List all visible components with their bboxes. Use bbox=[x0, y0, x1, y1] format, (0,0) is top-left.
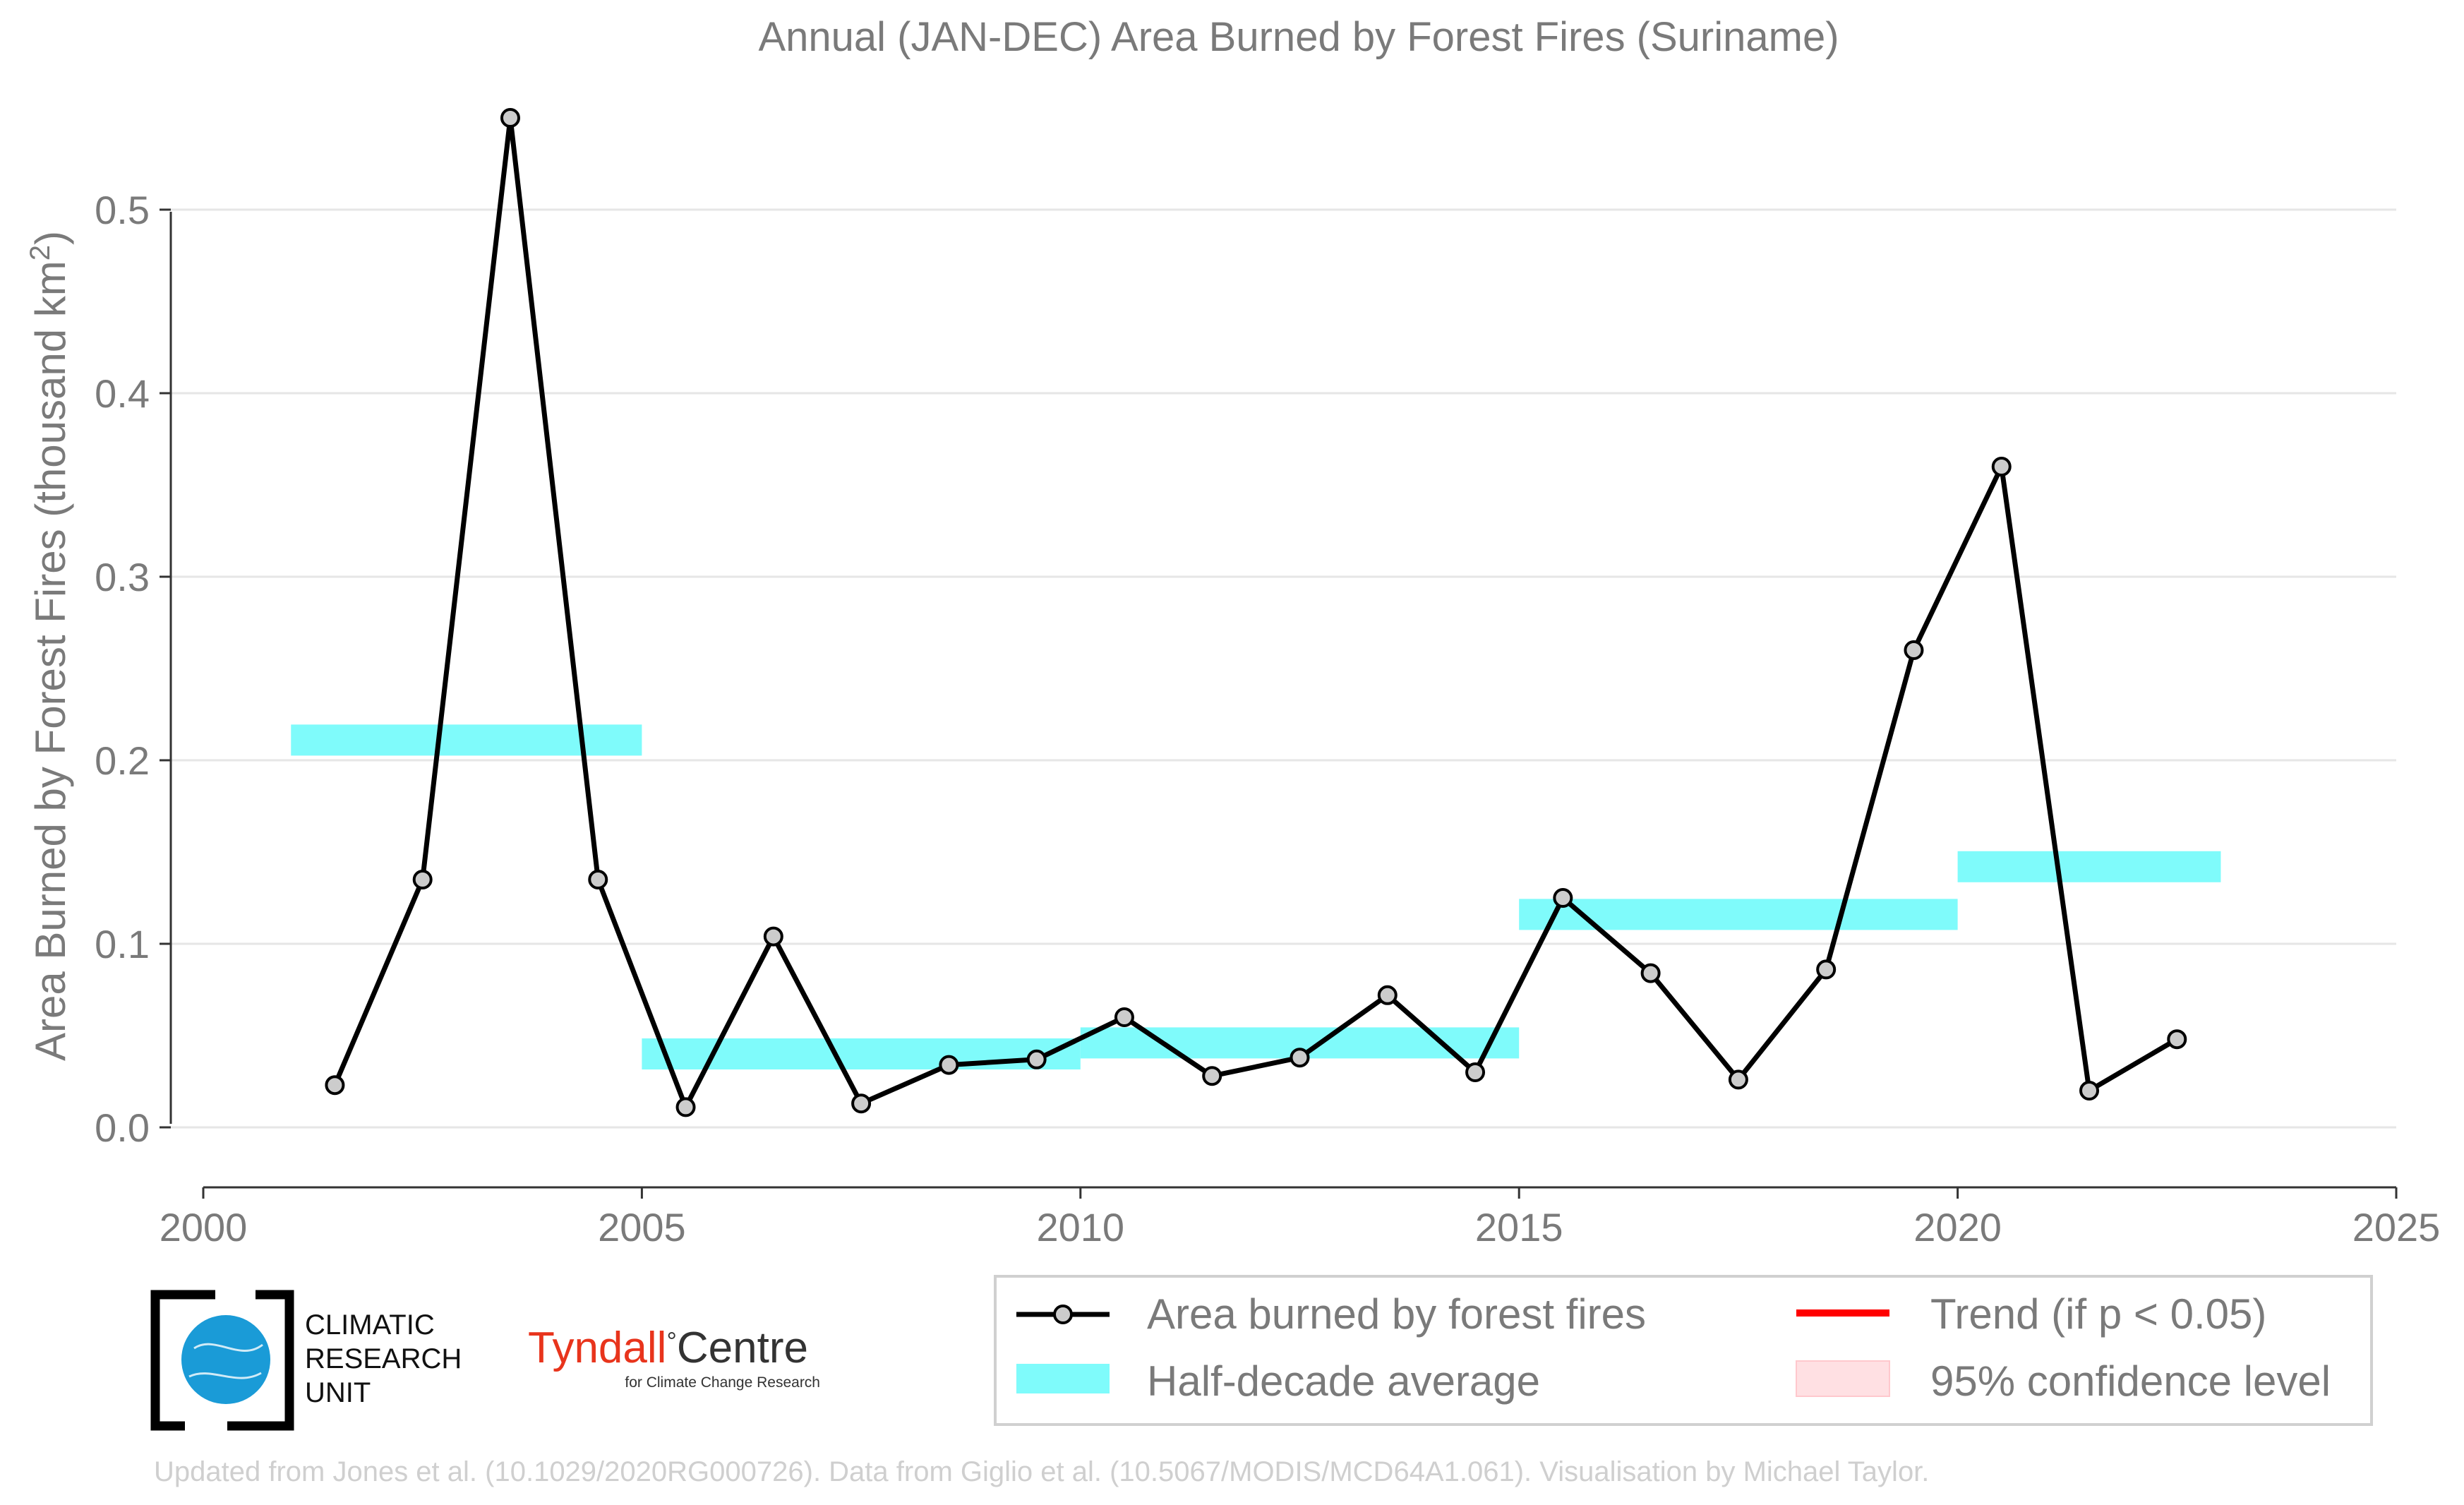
legend-label-confidence: 95% confidence level bbox=[1930, 1357, 2331, 1405]
data-point-2009.5 bbox=[1026, 1049, 1047, 1069]
half-decade-band-4 bbox=[1957, 851, 2221, 882]
data-point-2017.5 bbox=[1728, 1069, 1748, 1090]
data-point-2021.5 bbox=[2079, 1081, 2100, 1101]
half-decade-band-0 bbox=[291, 724, 642, 756]
data-point-2013.5 bbox=[1377, 985, 1398, 1005]
data-point-2001.5 bbox=[325, 1075, 345, 1096]
cru-text-line-1: CLIMATIC bbox=[305, 1309, 435, 1341]
x-tick-label-2: 2010 bbox=[1037, 1205, 1125, 1249]
legend: Area burned by forest fires Trend (if p … bbox=[994, 1275, 2373, 1426]
cru-bracket-left bbox=[150, 1290, 215, 1431]
data-point-2020.5 bbox=[1991, 457, 2012, 476]
data-point-2007.5 bbox=[851, 1093, 872, 1114]
footer-credits: Updated from Jones et al. (10.1029/2020R… bbox=[154, 1456, 1929, 1487]
data-point-2006.5 bbox=[763, 926, 783, 947]
data-point-2005.5 bbox=[675, 1097, 696, 1117]
x-tick-label-0: 2000 bbox=[160, 1205, 248, 1249]
cru-bracket-right bbox=[227, 1290, 294, 1431]
y-tick-label-1: 0.1 bbox=[95, 922, 150, 966]
y-tick-label-5: 0.5 bbox=[95, 188, 150, 232]
series-line-area-burned bbox=[332, 115, 2179, 1110]
data-point-2015.5 bbox=[1553, 888, 1573, 908]
legend-label-trend: Trend (if p < 0.05) bbox=[1930, 1290, 2266, 1338]
legend-swatch-half-decade bbox=[1016, 1364, 1110, 1393]
y-tick-label-2: 0.2 bbox=[95, 738, 150, 783]
cru-text-line-3: UNIT bbox=[305, 1377, 371, 1408]
series-points bbox=[325, 108, 2187, 1117]
data-point-2019.5 bbox=[1904, 640, 1924, 660]
legend-swatch-confidence bbox=[1796, 1360, 1890, 1397]
tyndall-name: Tyndall bbox=[528, 1324, 666, 1372]
cru-text-line-2: RESEARCH bbox=[305, 1343, 462, 1374]
data-point-2016.5 bbox=[1640, 963, 1661, 983]
legend-label-area-burned: Area burned by forest fires bbox=[1147, 1290, 1646, 1338]
tyndall-wordmark: Tyndall°Centre bbox=[528, 1324, 808, 1372]
legend-label-half-decade: Half-decade average bbox=[1147, 1357, 1540, 1405]
data-point-2010.5 bbox=[1114, 1007, 1134, 1027]
x-tick-label-1: 2005 bbox=[598, 1205, 686, 1249]
y-axis-label-superscript: 2 bbox=[25, 245, 56, 260]
data-point-2003.5 bbox=[500, 108, 520, 128]
tyndall-centre: Centre bbox=[677, 1324, 808, 1372]
globe-swirl-2 bbox=[188, 1372, 262, 1379]
gridlines bbox=[171, 208, 2396, 1129]
y-tick-label-4: 0.4 bbox=[95, 371, 150, 416]
tyndall-subtitle: for Climate Change Research bbox=[625, 1374, 820, 1391]
tyndall-logo: Tyndall°Centre for Climate Change Resear… bbox=[528, 1324, 820, 1391]
data-point-2011.5 bbox=[1202, 1066, 1222, 1086]
y-tick-label-0: 0.0 bbox=[95, 1105, 150, 1150]
chart-title: Annual (JAN-DEC) Area Burned by Forest F… bbox=[758, 14, 1839, 60]
y-axis-label-main: Area Burned by Forest Fires (thousand km bbox=[27, 260, 74, 1061]
data-point-2012.5 bbox=[1290, 1048, 1310, 1068]
half-decade-bands bbox=[291, 724, 2221, 1069]
y-tick-label-3: 0.3 bbox=[95, 555, 150, 599]
legend-frame bbox=[994, 1275, 2373, 1426]
tyndall-degree: ° bbox=[666, 1326, 676, 1355]
cru-logo: CLIMATIC RESEARCH UNIT bbox=[150, 1290, 462, 1431]
data-point-2014.5 bbox=[1465, 1062, 1486, 1082]
x-tick-label-5: 2025 bbox=[2352, 1205, 2441, 1249]
data-point-2008.5 bbox=[939, 1055, 959, 1075]
globe-icon bbox=[181, 1315, 270, 1404]
data-point-2018.5 bbox=[1816, 959, 1837, 980]
x-tick-label-4: 2020 bbox=[1913, 1205, 2002, 1249]
data-point-2022.5 bbox=[2167, 1029, 2187, 1050]
data-point-2002.5 bbox=[412, 870, 433, 889]
x-tick-label-3: 2015 bbox=[1475, 1205, 1563, 1249]
legend-swatch-area-burned-marker bbox=[1053, 1305, 1073, 1324]
y-axis-label-suffix: ) bbox=[27, 231, 74, 245]
data-point-2004.5 bbox=[588, 870, 608, 889]
x-ticks: 2000 2005 2010 2015 2020 2025 bbox=[160, 1187, 2441, 1249]
globe-swirl-1 bbox=[193, 1343, 263, 1353]
y-axis-label: Area Burned by Forest Fires (thousand km… bbox=[25, 231, 74, 1061]
y-ticks: 0.0 0.1 0.2 0.3 0.4 0.5 bbox=[95, 188, 171, 1150]
